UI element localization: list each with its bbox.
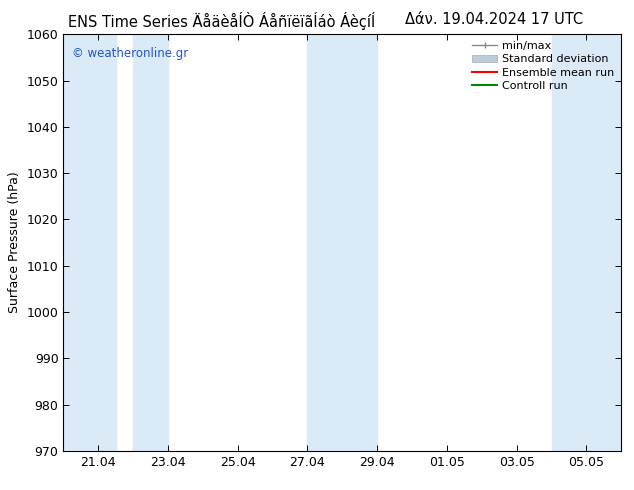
Bar xyxy=(552,34,621,451)
Bar xyxy=(133,34,168,451)
Bar xyxy=(63,34,115,451)
Bar xyxy=(307,34,377,451)
Y-axis label: Surface Pressure (hPa): Surface Pressure (hPa) xyxy=(8,172,21,314)
Legend: min/max, Standard deviation, Ensemble mean run, Controll run: min/max, Standard deviation, Ensemble me… xyxy=(468,37,619,96)
Text: ENS Time Series ÄåäèåÍÒ ÁåñïëïãÍáò ÁèçíÍ: ENS Time Series ÄåäèåÍÒ ÁåñïëïãÍáò ÁèçíÍ xyxy=(68,12,375,30)
Text: Δάν. 19.04.2024 17 UTC: Δάν. 19.04.2024 17 UTC xyxy=(406,12,583,27)
Text: © weatheronline.gr: © weatheronline.gr xyxy=(72,47,188,60)
